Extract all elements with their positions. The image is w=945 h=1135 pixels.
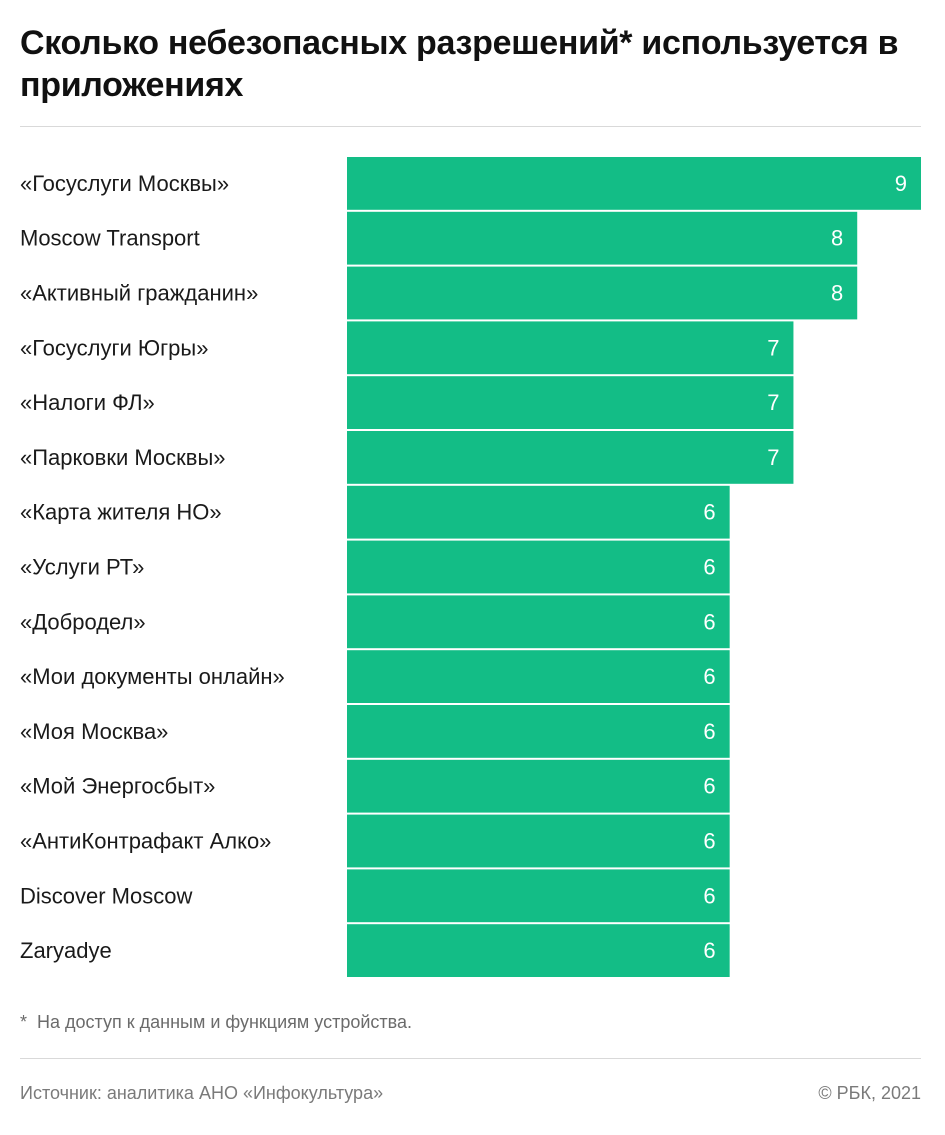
bar bbox=[347, 595, 730, 649]
category-label: «Моя Москва» bbox=[20, 719, 168, 744]
category-label: Moscow Transport bbox=[20, 226, 200, 251]
footnote: * На доступ к данным и функциям устройств… bbox=[20, 1012, 412, 1033]
bar bbox=[347, 157, 921, 210]
bar bbox=[347, 211, 858, 265]
category-label: «АнтиКонтрафакт Алко» bbox=[20, 829, 271, 854]
source-text: Источник: аналитика АНО «Инфокультура» bbox=[20, 1083, 384, 1103]
category-label: «Госуслуги Москвы» bbox=[20, 171, 229, 196]
value-label: 7 bbox=[767, 390, 779, 415]
title-divider bbox=[20, 126, 921, 127]
value-label: 8 bbox=[831, 281, 843, 306]
value-label: 6 bbox=[703, 500, 715, 525]
copyright-text: © РБК, 2021 bbox=[818, 1083, 921, 1103]
chart-title: Сколько небезопасных разрешений* использ… bbox=[20, 24, 899, 104]
value-label: 6 bbox=[703, 883, 715, 908]
category-label: «Добродел» bbox=[20, 609, 146, 634]
category-label: «Парковки Москвы» bbox=[20, 445, 226, 470]
bar bbox=[347, 705, 730, 758]
category-label: «Мой Энергосбыт» bbox=[20, 774, 215, 799]
value-label: 7 bbox=[767, 445, 779, 470]
bar bbox=[347, 759, 730, 813]
bar bbox=[347, 376, 794, 429]
category-label: Discover Moscow bbox=[20, 883, 192, 908]
value-label: 6 bbox=[703, 938, 715, 963]
value-label: 6 bbox=[703, 719, 715, 744]
footnote-text: На доступ к данным и функциям устройства… bbox=[37, 1012, 413, 1032]
footer-divider bbox=[20, 1058, 921, 1059]
value-label: 6 bbox=[703, 609, 715, 634]
bar bbox=[347, 485, 730, 539]
bar bbox=[347, 431, 794, 484]
category-label: Zaryadye bbox=[20, 938, 112, 963]
value-label: 8 bbox=[831, 226, 843, 251]
bar bbox=[347, 869, 730, 923]
value-label: 6 bbox=[703, 774, 715, 799]
bar bbox=[347, 814, 730, 868]
value-label: 9 bbox=[895, 171, 907, 196]
value-label: 7 bbox=[767, 335, 779, 360]
category-label: «Госуслуги Югры» bbox=[20, 335, 208, 360]
bar-chart: «Госуслуги Москвы» 9 Moscow Transport 8 «Акт… bbox=[20, 157, 921, 977]
bar bbox=[347, 321, 794, 375]
bar bbox=[347, 650, 730, 703]
bar bbox=[347, 266, 858, 320]
value-label: 6 bbox=[703, 664, 715, 689]
bar bbox=[347, 924, 730, 977]
category-label: «Налоги ФЛ» bbox=[20, 390, 155, 415]
footnote-star: * bbox=[20, 1012, 28, 1032]
value-label: 6 bbox=[703, 829, 715, 854]
category-label: «Активный гражданин» bbox=[20, 281, 258, 306]
category-label: «Карта жителя НО» bbox=[20, 500, 222, 525]
category-label: «Услуги РТ» bbox=[20, 555, 144, 580]
category-label: «Мои документы онлайн» bbox=[20, 664, 285, 689]
bar bbox=[347, 540, 730, 594]
value-label: 6 bbox=[703, 555, 715, 580]
